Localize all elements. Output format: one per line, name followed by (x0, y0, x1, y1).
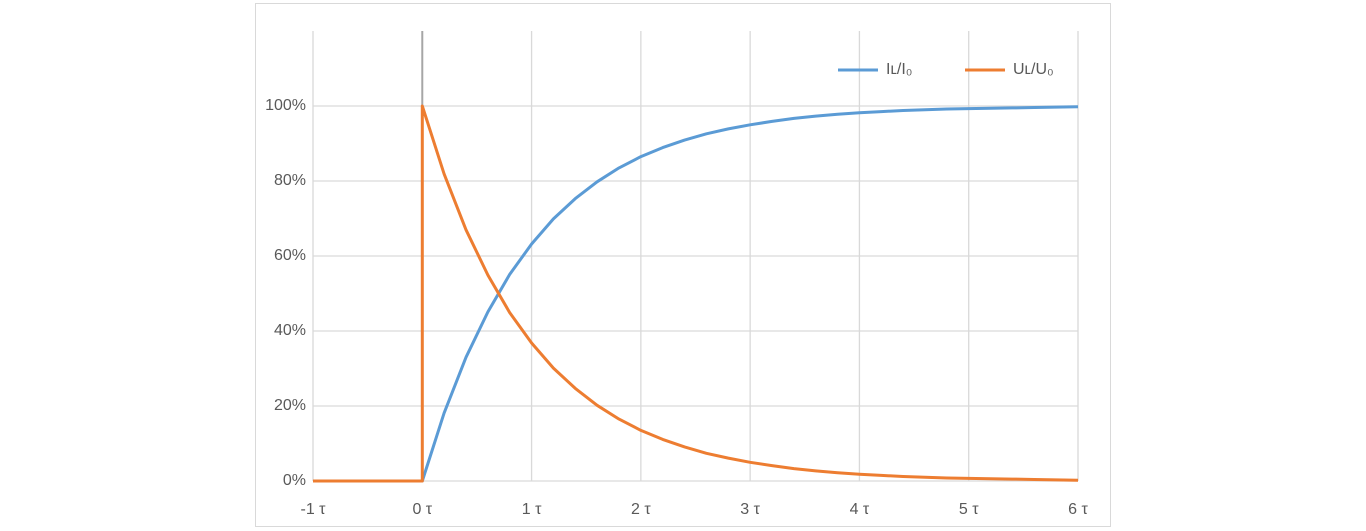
x-tick-label: 5 τ (959, 501, 979, 518)
y-tick-label: 100% (265, 97, 306, 114)
chart-border (255, 3, 1111, 527)
x-tick-label: 3 τ (740, 501, 760, 518)
y-tick-label: 40% (274, 322, 306, 339)
x-tick-label: 2 τ (631, 501, 651, 518)
y-tick-label: 20% (274, 397, 306, 414)
x-tick-label: 6 τ (1068, 501, 1088, 518)
y-tick-label: 80% (274, 172, 306, 189)
series-line (313, 104, 1079, 483)
y-tick-label: 60% (274, 247, 306, 264)
series-line (313, 105, 1079, 483)
x-tick-label: 0 τ (412, 501, 432, 518)
legend-label: Iʟ/I₀ (886, 61, 912, 78)
x-tick-label: 4 τ (850, 501, 870, 518)
x-tick-label: -1 τ (301, 501, 327, 518)
y-tick-label: 0% (283, 472, 306, 489)
legend-label: Uʟ/U₀ (1013, 61, 1054, 78)
x-tick-label: 1 τ (522, 501, 542, 518)
